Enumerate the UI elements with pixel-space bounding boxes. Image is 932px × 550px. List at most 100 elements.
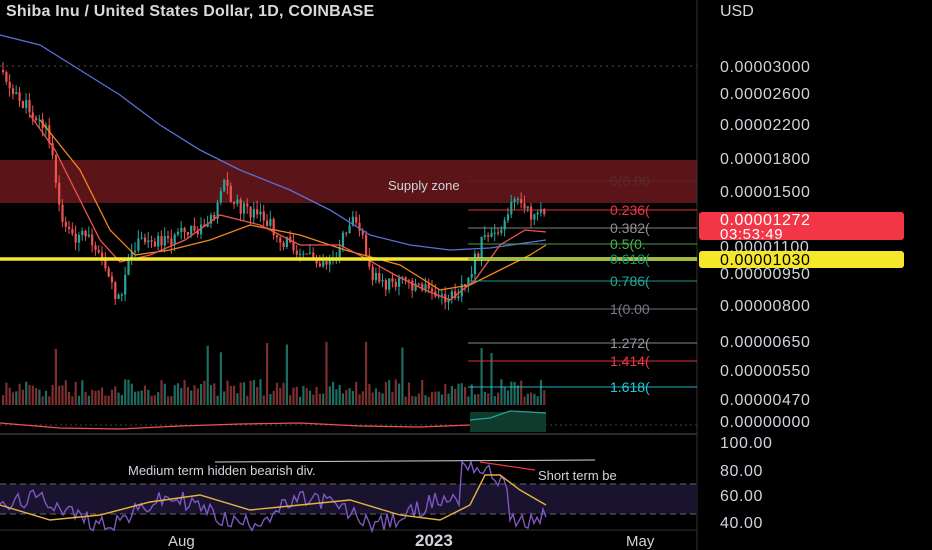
- volume-bar: [229, 385, 232, 405]
- candle: [503, 220, 506, 230]
- candle: [272, 219, 275, 236]
- candle: [539, 209, 543, 213]
- volume-bar: [147, 389, 150, 405]
- candle: [114, 282, 117, 299]
- volume-bar: [259, 379, 262, 405]
- volume-bar: [120, 394, 123, 405]
- volume-bar: [500, 379, 503, 405]
- volume-bar: [543, 390, 546, 405]
- fib-level-label: 0.786(: [610, 273, 650, 289]
- candle: [506, 214, 510, 221]
- time-axis-label: May: [626, 533, 655, 550]
- time-axis-label: 2023: [415, 531, 453, 550]
- volume-bar: [302, 386, 305, 405]
- volume-bar: [437, 391, 440, 405]
- ma-fast-line: [29, 114, 547, 301]
- volume-bar: [252, 380, 255, 405]
- candle: [411, 280, 414, 291]
- volume-bar: [341, 393, 345, 405]
- volume-bar: [58, 385, 61, 405]
- fib-level-label: 1(0.00: [610, 301, 650, 317]
- candle: [31, 112, 34, 118]
- support-price-value: 0.00001030: [720, 252, 811, 269]
- volume-bar: [315, 386, 318, 405]
- volume-bar: [510, 381, 513, 405]
- indicator-line-green: [469, 410, 547, 421]
- volume-bar: [180, 387, 183, 405]
- volume-bar: [176, 383, 180, 405]
- candle: [143, 237, 147, 243]
- volume-bar: [407, 382, 411, 405]
- candle: [226, 179, 229, 186]
- candle: [196, 230, 199, 235]
- candle: [417, 283, 420, 285]
- volume-bar: [160, 380, 163, 405]
- candle: [229, 185, 232, 202]
- volume-bar: [262, 395, 265, 405]
- volume-bar: [203, 380, 206, 405]
- candle: [147, 240, 150, 243]
- volume-bar: [28, 384, 31, 405]
- candle: [536, 212, 539, 215]
- candle: [200, 224, 203, 235]
- volume-bar: [200, 384, 203, 405]
- volume-bar: [170, 396, 173, 405]
- volume-bar: [216, 395, 219, 405]
- volume-bar: [473, 394, 477, 405]
- volume-bar: [68, 391, 71, 405]
- candle: [206, 223, 209, 227]
- volume-bar: [236, 393, 239, 405]
- volume-bar: [526, 393, 529, 405]
- candle: [480, 236, 483, 259]
- candle: [414, 283, 417, 291]
- volume-bar: [94, 390, 97, 405]
- volume-bar: [213, 383, 216, 405]
- candle: [21, 100, 24, 108]
- volume-bar: [516, 385, 519, 405]
- candle: [384, 280, 387, 290]
- candle: [299, 254, 302, 256]
- candle: [520, 199, 523, 204]
- candle: [28, 100, 31, 113]
- volume-bar: [351, 391, 354, 405]
- candle: [35, 117, 38, 121]
- candle: [233, 201, 236, 204]
- volume-bar: [371, 392, 374, 405]
- volume-bar: [8, 387, 11, 405]
- volume-bar: [328, 386, 331, 405]
- candle: [404, 277, 407, 280]
- candle: [134, 250, 137, 253]
- candle: [533, 214, 536, 220]
- candle: [236, 199, 239, 204]
- candle: [186, 232, 189, 235]
- volume-bar: [110, 389, 114, 405]
- volume-bar: [384, 382, 387, 405]
- candle: [107, 268, 110, 277]
- candle: [157, 235, 160, 247]
- candle: [421, 283, 424, 291]
- candle: [490, 232, 493, 237]
- candle: [312, 252, 315, 258]
- volume-bar: [530, 392, 533, 405]
- volume-bar: [51, 384, 54, 405]
- candle: [543, 209, 546, 215]
- divergence-line-medium: [214, 459, 596, 463]
- volume-bar: [54, 348, 57, 405]
- volume-bar: [533, 393, 536, 405]
- candle: [173, 234, 176, 246]
- candle: [318, 263, 321, 267]
- candle: [454, 291, 457, 299]
- volume-bar: [440, 394, 444, 405]
- candle: [338, 247, 341, 259]
- volume-bar: [127, 379, 130, 405]
- volume-bar: [2, 395, 5, 405]
- volume-bar: [503, 387, 506, 405]
- price-axis-label: 0.00000550: [720, 363, 811, 380]
- candle: [239, 199, 242, 214]
- volume-bar: [398, 383, 401, 405]
- volume-bar: [417, 393, 420, 405]
- fib-level-label: 0.382(: [610, 220, 650, 236]
- candle: [51, 143, 54, 156]
- volume-bar: [318, 393, 321, 405]
